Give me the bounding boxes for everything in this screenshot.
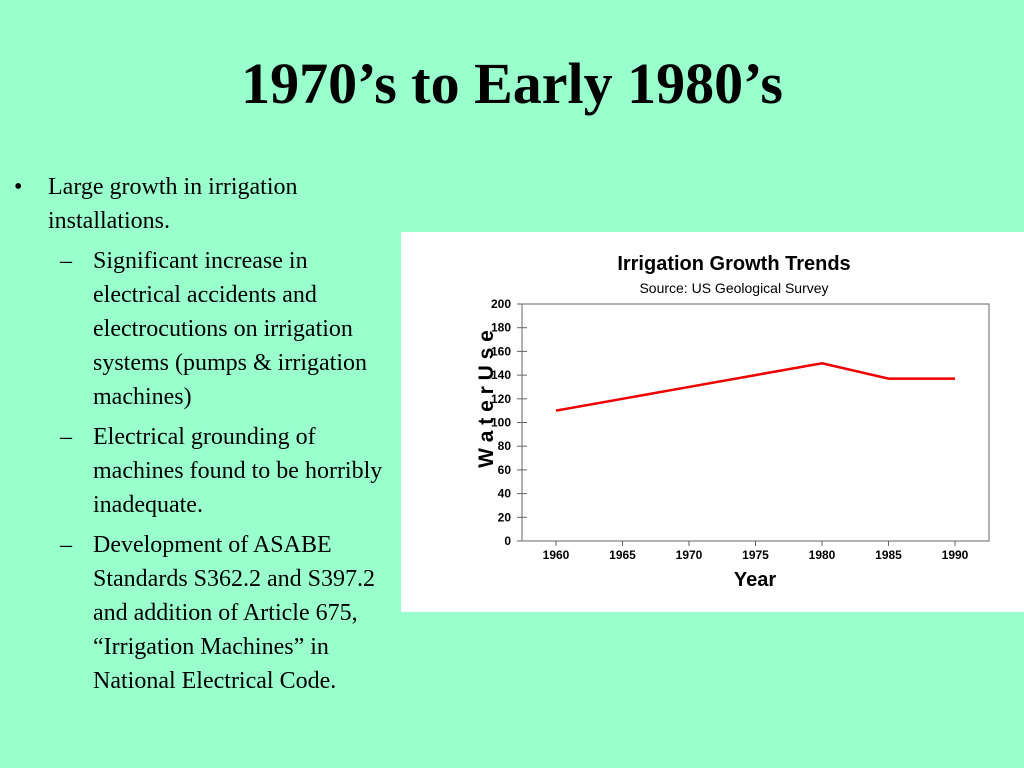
x-tick-label: 1970 — [676, 548, 703, 562]
plot-area — [521, 303, 990, 542]
y-tick-label: 20 — [498, 510, 512, 524]
y-tick-label: 140 — [491, 368, 511, 382]
y-tick-label: 0 — [504, 534, 511, 548]
chart-panel: Irrigation Growth Trends Source: US Geol… — [401, 232, 1024, 612]
chart-subtitle: Source: US Geological Survey — [639, 280, 828, 296]
y-tick-label: 100 — [491, 416, 511, 430]
sub-bullet-dash: – — [60, 248, 72, 274]
chart-title: Irrigation Growth Trends — [617, 253, 850, 275]
y-tick-label: 80 — [498, 439, 512, 453]
y-axis-label: W a t e r U s e — [475, 330, 498, 468]
bullet-item: • Large growth in irrigation installatio… — [14, 170, 394, 238]
x-axis-label: Year — [734, 569, 776, 591]
irrigation-chart: Irrigation Growth Trends Source: US Geol… — [475, 253, 990, 591]
sub-bullet-item: – Development of ASABE Standards S362.2 … — [14, 528, 394, 698]
sub-bullet-dash: – — [60, 424, 72, 450]
x-tick-label: 1960 — [543, 548, 570, 562]
x-tick-label: 1975 — [742, 548, 769, 562]
y-tick-label: 40 — [498, 487, 512, 501]
bullet-dot: • — [14, 174, 23, 200]
slide-title: 1970’s to Early 1980’s — [241, 51, 783, 116]
sub-bullet-dash: – — [60, 532, 72, 558]
y-tick-label: 120 — [491, 392, 511, 406]
sub-bullet-text: Significant increase in electrical accid… — [93, 248, 367, 410]
x-tick-label: 1985 — [875, 548, 902, 562]
sub-bullet-item: – Significant increase in electrical acc… — [14, 244, 394, 414]
y-tick-label: 200 — [491, 297, 511, 311]
sub-bullet-text: Electrical grounding of machines found t… — [93, 424, 383, 518]
x-tick-label: 1990 — [942, 548, 969, 562]
bullet-text: Large growth in irrigation installations… — [48, 174, 298, 234]
y-tick-label: 180 — [491, 321, 511, 335]
y-tick-label: 160 — [491, 344, 511, 358]
sub-bullet-item: – Electrical grounding of machines found… — [14, 420, 394, 522]
x-tick-label: 1965 — [609, 548, 636, 562]
x-tick-label: 1980 — [809, 548, 836, 562]
y-tick-label: 60 — [498, 463, 512, 477]
sub-bullet-text: Development of ASABE Standards S362.2 an… — [93, 532, 375, 694]
bullet-list: • Large growth in irrigation installatio… — [14, 170, 394, 698]
series-line — [555, 361, 955, 412]
